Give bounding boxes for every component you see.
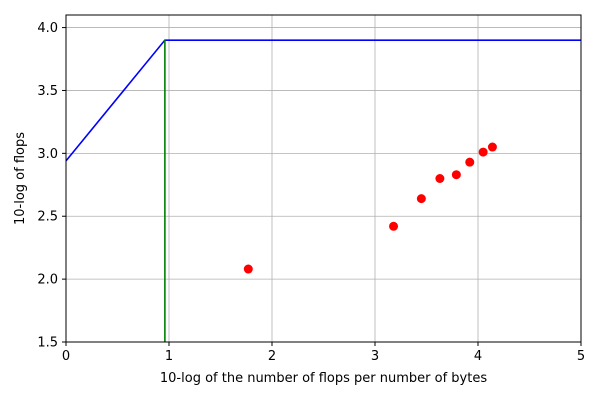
x-tick-label: 1 [165,349,173,364]
x-tick-label: 4 [474,349,482,364]
x-tick-label: 2 [268,349,276,364]
ticks: 0 1 2 3 4 5 1.5 2.0 2.5 3.0 3.5 4.0 [37,21,585,364]
x-tick-label: 3 [371,349,379,364]
plot-frame [65,14,582,343]
scatter-point [416,194,426,204]
y-axis-label: 10-log of flops [13,132,28,225]
x-axis-label: 10-log of the number of flops per number… [160,371,487,386]
scatter-point [478,147,488,157]
scatter-point [243,264,253,274]
scatter-point [487,142,497,152]
scatter-point [465,157,475,167]
scatter-point [435,174,445,183]
scatter-point [451,170,461,180]
x-tick-label: 0 [62,349,70,364]
x-tick-label: 5 [577,349,585,364]
grid [65,15,582,343]
scatter-point [389,221,399,231]
y-tick-label: 3.5 [37,84,58,99]
y-tick-label: 1.5 [37,336,58,351]
y-tick-label: 4.0 [37,21,58,36]
series-line-0 [65,39,581,162]
y-tick-label: 3.0 [37,147,58,162]
y-tick-label: 2.5 [37,210,58,225]
series-layer [65,39,581,342]
y-tick-label: 2.0 [37,273,58,288]
